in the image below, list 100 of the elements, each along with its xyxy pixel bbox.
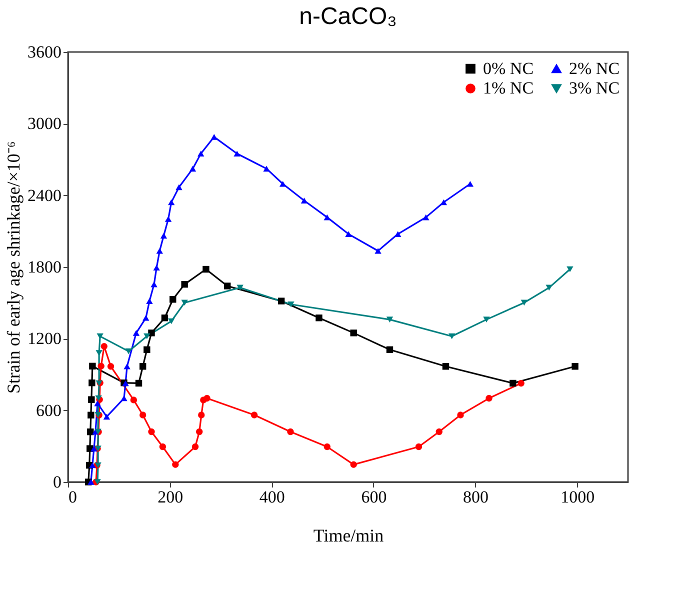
point	[546, 284, 552, 291]
point	[96, 333, 104, 340]
y-tick-label: 600	[36, 400, 62, 420]
point	[518, 380, 524, 387]
chart-title: n-CaCO₃	[299, 3, 397, 30]
point	[394, 231, 402, 237]
point	[457, 412, 464, 418]
point	[159, 443, 166, 450]
point	[234, 150, 240, 157]
point	[287, 428, 294, 436]
point	[87, 428, 94, 436]
y-tick-label: 3600	[28, 42, 62, 62]
point	[288, 301, 294, 308]
point	[510, 380, 516, 387]
point	[436, 428, 442, 436]
point	[148, 330, 155, 336]
point	[90, 446, 98, 452]
legend-label: 2% NC	[569, 58, 620, 78]
point	[142, 314, 150, 321]
legend-label: 0% NC	[483, 58, 534, 78]
point	[156, 248, 163, 254]
x-axis-title: Time/min	[313, 526, 384, 546]
point	[125, 348, 132, 354]
point	[88, 412, 94, 418]
point	[210, 134, 218, 140]
point	[164, 216, 172, 222]
point	[181, 280, 188, 288]
y-tick-label: 2400	[28, 186, 62, 205]
point	[144, 333, 150, 340]
y-axis-title: Strain of early age shrinkage/×10⁻⁶	[4, 141, 24, 394]
point	[88, 479, 94, 485]
point	[176, 184, 182, 190]
point	[146, 298, 153, 304]
point	[124, 363, 130, 370]
point	[236, 284, 244, 291]
x-tick-label: 0	[68, 488, 77, 506]
point	[486, 394, 492, 402]
point	[189, 166, 196, 172]
point	[279, 180, 286, 187]
point	[130, 396, 138, 404]
point	[350, 461, 357, 468]
point	[98, 362, 104, 370]
point	[316, 314, 322, 322]
legend-label: 3% NC	[569, 78, 620, 98]
point	[100, 342, 108, 350]
point	[278, 298, 285, 304]
point	[466, 180, 474, 187]
point	[204, 394, 210, 402]
point	[148, 428, 155, 436]
point	[170, 296, 176, 303]
point	[345, 231, 352, 237]
point	[103, 414, 110, 420]
point	[96, 350, 102, 356]
point	[386, 316, 394, 322]
point	[120, 395, 128, 402]
point	[144, 346, 150, 354]
point	[168, 318, 175, 324]
point	[132, 330, 140, 336]
point	[566, 266, 574, 272]
point	[483, 316, 490, 322]
point	[198, 150, 204, 157]
point	[198, 412, 205, 418]
point	[94, 400, 101, 406]
point	[442, 363, 450, 370]
x-tick-label: 1000	[560, 488, 595, 506]
y-tick-label: 0	[53, 472, 62, 492]
point	[440, 199, 448, 206]
point	[160, 232, 168, 239]
legend-label: 1% NC	[483, 78, 534, 98]
point	[300, 198, 308, 204]
point	[135, 380, 142, 387]
point	[422, 214, 430, 220]
point	[224, 282, 231, 290]
x-tick-label: 600	[361, 488, 387, 506]
point	[89, 362, 96, 370]
point	[415, 443, 422, 450]
point	[324, 443, 330, 450]
point	[192, 443, 199, 450]
point	[88, 396, 95, 403]
point	[161, 314, 168, 322]
x-tick-label: 200	[158, 488, 184, 506]
y-tick-label: 1800	[28, 258, 62, 276]
point	[153, 264, 160, 270]
point	[172, 461, 179, 468]
point	[572, 363, 578, 370]
point	[386, 346, 394, 354]
point	[520, 300, 528, 306]
point	[150, 281, 158, 288]
x-tick-label: 800	[463, 488, 489, 506]
point	[89, 462, 96, 468]
y-tick-label: 1200	[28, 329, 62, 348]
point	[107, 363, 114, 370]
y-tick-label: 3000	[28, 114, 62, 134]
point	[168, 199, 175, 206]
point	[88, 380, 96, 386]
point	[139, 363, 146, 370]
point	[196, 428, 203, 436]
point	[350, 330, 357, 336]
point	[263, 166, 270, 172]
point	[139, 412, 146, 418]
